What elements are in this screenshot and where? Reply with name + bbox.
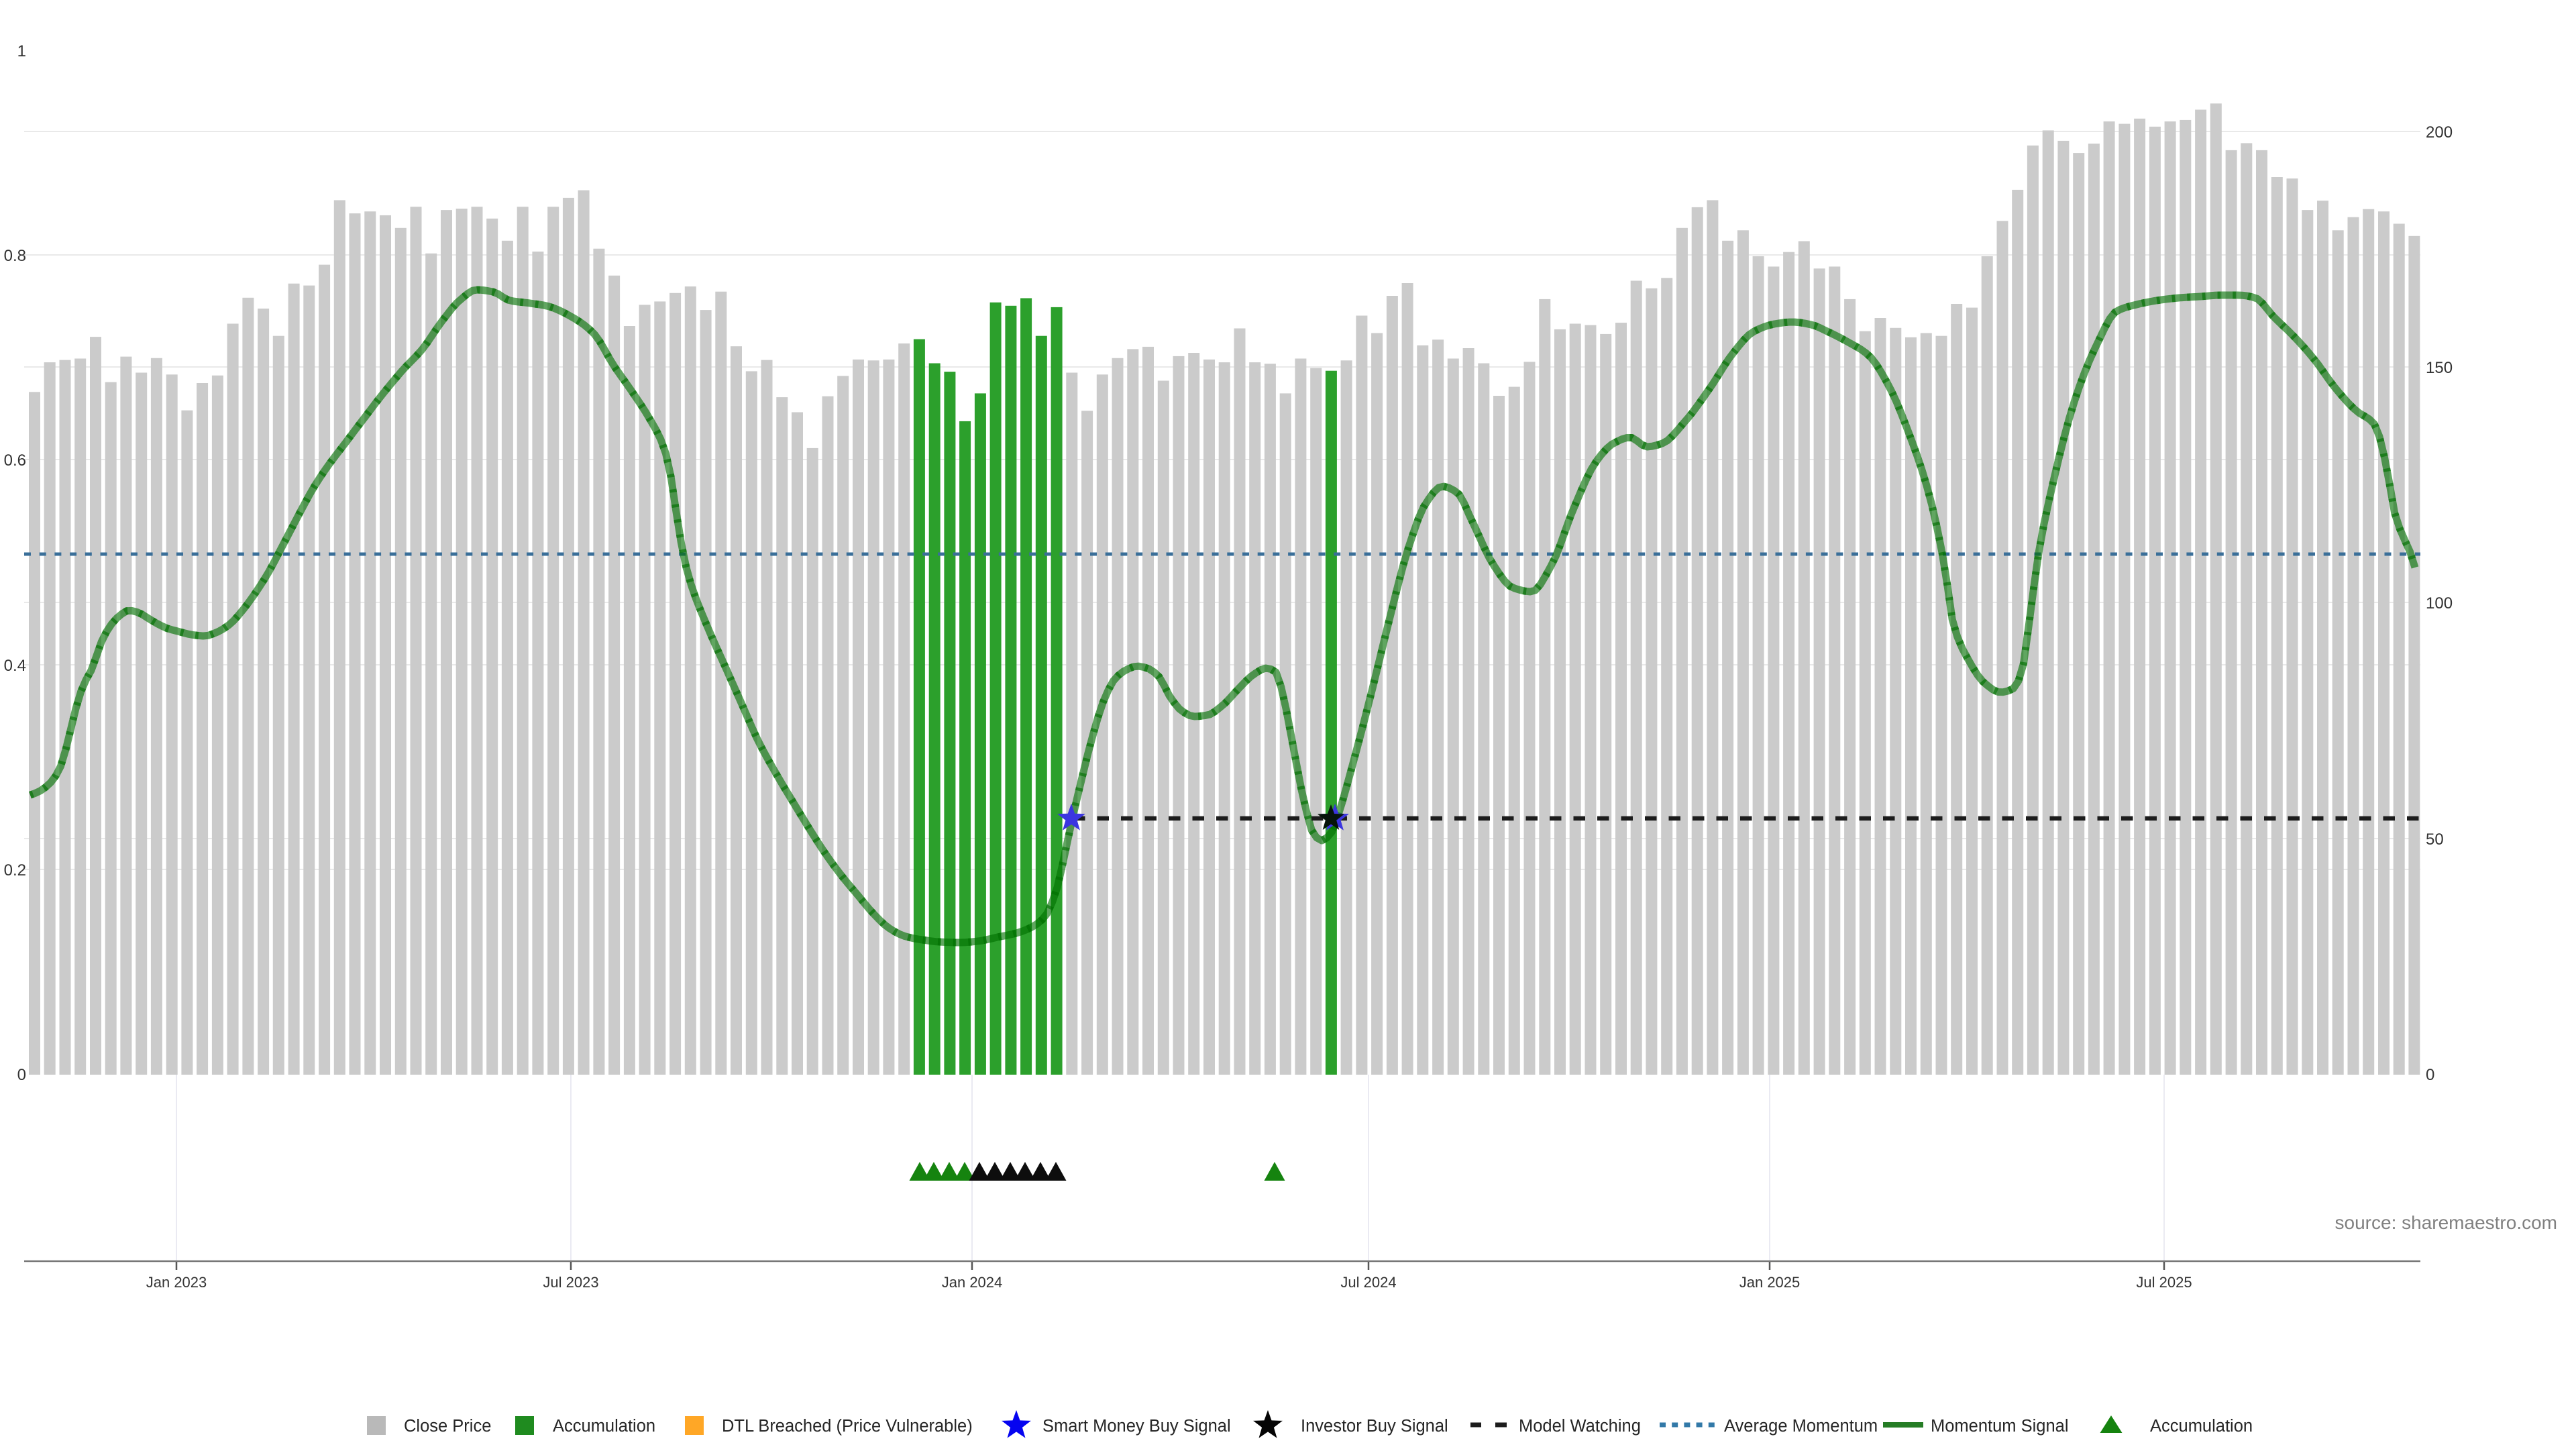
- svg-text:0.8: 0.8: [4, 247, 26, 265]
- svg-text:Investor Buy Signal: Investor Buy Signal: [1301, 1417, 1448, 1436]
- svg-text:Jul 2025: Jul 2025: [2136, 1274, 2192, 1291]
- svg-text:Momentum Signal: Momentum Signal: [1931, 1417, 2069, 1436]
- svg-text:Accumulation: Accumulation: [2150, 1417, 2253, 1436]
- svg-text:50: 50: [2426, 830, 2444, 849]
- svg-text:Close Price: Close Price: [404, 1417, 491, 1436]
- svg-text:Jan 2025: Jan 2025: [1739, 1274, 1801, 1291]
- svg-text:source: sharemaestro.com: source: sharemaestro.com: [2335, 1212, 2557, 1233]
- svg-text:0: 0: [2426, 1066, 2434, 1084]
- svg-text:Jan 2024: Jan 2024: [942, 1274, 1003, 1291]
- svg-text:1: 1: [17, 42, 26, 60]
- svg-text:Average Momentum: Average Momentum: [1724, 1417, 1878, 1436]
- svg-text:200: 200: [2426, 123, 2453, 142]
- svg-text:0.2: 0.2: [4, 861, 26, 879]
- svg-text:Model Watching: Model Watching: [1519, 1417, 1641, 1436]
- svg-text:0: 0: [17, 1066, 26, 1084]
- svg-text:Smart Money Buy Signal: Smart Money Buy Signal: [1042, 1417, 1231, 1436]
- svg-text:Jan 2023: Jan 2023: [146, 1274, 207, 1291]
- svg-text:0.6: 0.6: [4, 451, 26, 470]
- svg-text:100: 100: [2426, 594, 2453, 612]
- svg-text:Accumulation: Accumulation: [553, 1417, 655, 1436]
- svg-text:DTL Breached (Price Vulnerable: DTL Breached (Price Vulnerable): [722, 1417, 973, 1436]
- svg-text:150: 150: [2426, 359, 2453, 377]
- svg-text:0.4: 0.4: [4, 657, 26, 675]
- svg-text:Jul 2024: Jul 2024: [1340, 1274, 1396, 1291]
- svg-text:Jul 2023: Jul 2023: [543, 1274, 598, 1291]
